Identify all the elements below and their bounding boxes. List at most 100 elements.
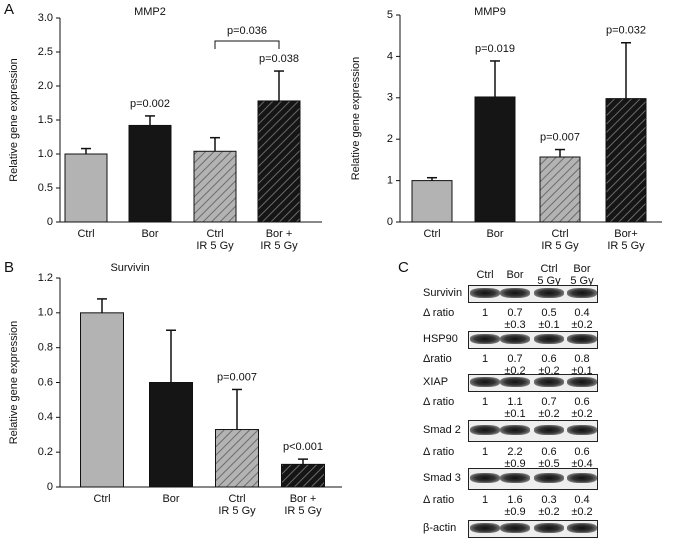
ratio-value: 0.4 ±0.2	[571, 494, 593, 518]
ratio-value: 0.7 ±0.3	[504, 307, 526, 331]
protein-label: Survivin	[423, 287, 463, 299]
ratio-value: 0.6 ±0.5	[538, 446, 560, 470]
blot-strip	[468, 468, 598, 490]
y-tick-label: 3.0	[38, 12, 53, 24]
y-tick-label: 0	[47, 216, 53, 228]
bar	[539, 156, 581, 223]
bar	[215, 429, 259, 488]
ratio-value: 1	[481, 446, 489, 458]
y-tick-label: 1.0	[38, 307, 53, 319]
ratio-value: 0.3 ±0.2	[538, 494, 560, 518]
bar	[80, 312, 124, 488]
chart-title: MMP9	[474, 6, 506, 18]
ratio-value: 1	[481, 494, 489, 506]
blot-band	[500, 425, 530, 435]
ratio-label: Δratio	[423, 353, 452, 365]
bar	[149, 382, 193, 488]
x-tick-label: Ctrl	[423, 228, 441, 240]
blot-band	[567, 425, 597, 435]
ratio-value: 0.6 ±0.4	[571, 446, 593, 470]
ratio-label: Δ ratio	[423, 396, 455, 408]
blot-band	[567, 288, 597, 298]
ratio-value: 1	[481, 307, 489, 319]
blot-band	[470, 523, 500, 533]
p-value: p=0.019	[475, 43, 515, 55]
y-tick-label: 0.6	[38, 376, 53, 388]
x-tick-label: Bor	[486, 228, 504, 240]
ratio-label: Δ ratio	[423, 494, 455, 506]
blot-band	[534, 473, 564, 483]
bar	[128, 124, 172, 223]
y-tick-label: 2.5	[38, 46, 53, 58]
y-axis-label: Relative gene expression	[8, 321, 20, 445]
protein-label: HSP90	[423, 333, 458, 345]
blot-band	[470, 377, 500, 387]
ratio-value: 0.4 ±0.2	[571, 307, 593, 331]
blot-band	[500, 377, 530, 387]
blot-strip	[468, 420, 598, 442]
bar	[281, 463, 325, 488]
ratio-value: 0.5 ±0.1	[538, 307, 560, 331]
x-tick-label: Bor + IR 5 Gy	[284, 493, 322, 517]
blot-band	[500, 288, 530, 298]
y-tick-label: 1.5	[38, 114, 53, 126]
bar	[411, 180, 453, 223]
x-tick-label: Ctrl IR 5 Gy	[218, 493, 256, 517]
ratio-value: 1	[481, 396, 489, 408]
blot-band	[470, 425, 500, 435]
ratio-value: 0.6 ±0.2	[571, 396, 593, 420]
y-tick-label: 1.2	[38, 272, 53, 284]
blot-band	[534, 523, 564, 533]
p-value: p=0.038	[259, 53, 299, 65]
protein-label: Smad 2	[423, 424, 461, 436]
p-value: p<0.001	[283, 441, 323, 453]
bar	[257, 100, 301, 223]
bar	[193, 150, 237, 223]
bracket	[214, 40, 280, 50]
blot-band	[500, 523, 530, 533]
x-tick-label: Bor	[162, 493, 180, 505]
bar	[64, 153, 108, 223]
ratio-value: 1.6 ±0.9	[504, 494, 526, 518]
blot-band	[470, 334, 500, 344]
ratio-value: 1.1 ±0.1	[504, 396, 526, 420]
protein-label: Smad 3	[423, 472, 461, 484]
blot-band	[534, 288, 564, 298]
blot-band	[500, 473, 530, 483]
y-tick-label: 0.2	[38, 446, 53, 458]
bar	[605, 98, 647, 223]
lane-label: Bor	[506, 269, 524, 281]
panel-label: A	[4, 1, 15, 18]
protein-label: XIAP	[423, 376, 449, 388]
y-tick-label: 0	[47, 481, 53, 493]
y-tick-label: 3	[387, 92, 393, 104]
x-tick-label: Ctrl IR 5 Gy	[541, 228, 579, 252]
ratio-label: Δ ratio	[423, 446, 455, 458]
blot-band	[470, 288, 500, 298]
chart-title: MMP2	[134, 6, 166, 18]
blot-band	[567, 473, 597, 483]
ratio-value: 2.2 ±0.9	[504, 446, 526, 470]
ratio-value: 1	[481, 353, 489, 365]
blot-band	[500, 334, 530, 344]
blot-band	[567, 377, 597, 387]
y-axis-label: Relative gene expression	[350, 57, 362, 181]
chart-title: Survivin	[110, 262, 149, 274]
ratio-label: Δ ratio	[423, 307, 455, 319]
y-tick-label: 0.4	[38, 411, 53, 423]
blot-band	[534, 425, 564, 435]
panel-label: C	[398, 259, 409, 276]
y-tick-label: 2.0	[38, 80, 53, 92]
x-tick-label: Ctrl	[93, 493, 111, 505]
y-tick-label: 0.8	[38, 342, 53, 354]
p-value: p=0.002	[130, 98, 170, 110]
blot-band	[470, 473, 500, 483]
y-tick-label: 5	[387, 9, 393, 21]
blot-band	[567, 334, 597, 344]
y-tick-label: 1	[387, 175, 393, 187]
bar	[474, 96, 516, 223]
p-value: p=0.007	[540, 131, 580, 143]
ratio-value: 0.7 ±0.2	[538, 396, 560, 420]
lane-label: Ctrl	[476, 269, 494, 281]
